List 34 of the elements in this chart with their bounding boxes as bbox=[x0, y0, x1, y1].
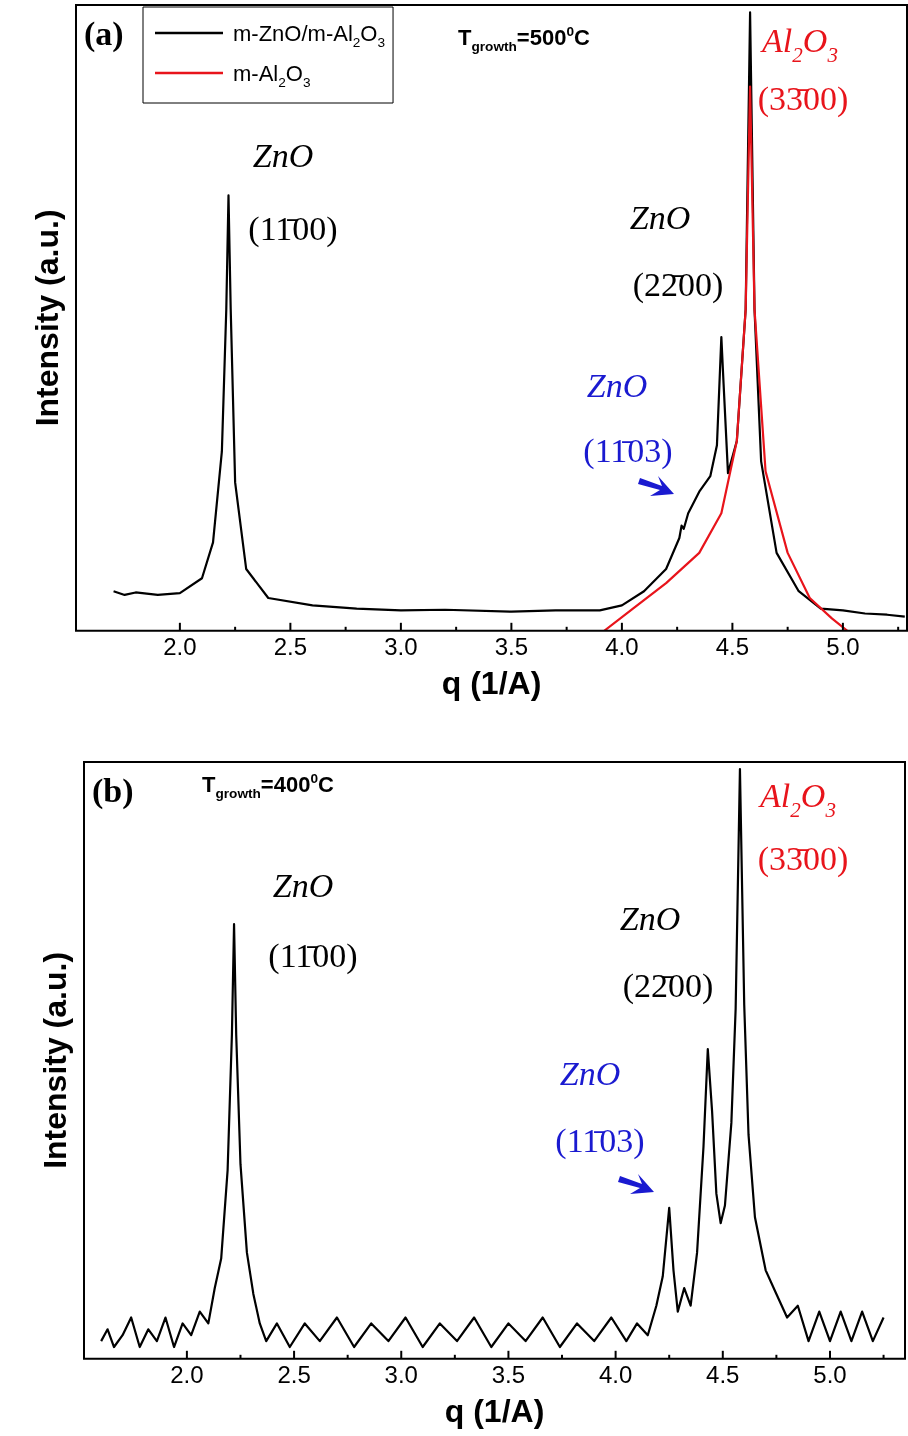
annotation: (11̄00) bbox=[268, 937, 358, 975]
annotation: (11̄00) bbox=[248, 210, 338, 248]
annotation: ZnO bbox=[272, 867, 334, 904]
annotation: (11̄03) bbox=[583, 432, 673, 470]
x-tick-label: 4.0 bbox=[605, 632, 639, 660]
annotation: ZnO bbox=[559, 1055, 621, 1092]
annotation: (a) bbox=[84, 15, 124, 53]
x-tick-label: 4.5 bbox=[715, 632, 750, 660]
x-tick-label: 2.0 bbox=[170, 1360, 204, 1388]
annotation: ZnO bbox=[629, 199, 691, 236]
y-axis-title: Intensity (a.u.) bbox=[37, 951, 73, 1169]
annotation: (33̄00) bbox=[757, 80, 849, 118]
x-tick-label: 4.0 bbox=[598, 1360, 633, 1388]
x-tick-label: 4.5 bbox=[706, 1360, 740, 1388]
x-tick-label: 3.5 bbox=[491, 1360, 526, 1388]
annotation: (b) bbox=[92, 772, 134, 810]
annotation: ZnO bbox=[586, 367, 648, 404]
x-tick-label: 5.0 bbox=[813, 1360, 847, 1388]
annotation: ZnO bbox=[252, 137, 314, 174]
x-tick-label: 5.0 bbox=[826, 632, 860, 660]
x-tick-label: 2.5 bbox=[273, 632, 308, 660]
x-tick-label: 3.5 bbox=[494, 632, 529, 660]
annotation: (22̄00) bbox=[632, 266, 724, 304]
annotation: (33̄00) bbox=[757, 840, 849, 878]
x-tick-label: 3.0 bbox=[384, 1360, 418, 1388]
x-tick-label: 2.5 bbox=[277, 1360, 311, 1388]
annotation: (22̄00) bbox=[622, 967, 714, 1005]
y-axis-title: Intensity (a.u.) bbox=[29, 209, 65, 427]
x-tick-label: 3.0 bbox=[384, 632, 418, 660]
x-axis-title: q (1/A) bbox=[441, 664, 542, 701]
x-tick-label: 2.0 bbox=[163, 632, 197, 660]
annotation: ZnO bbox=[619, 900, 681, 937]
annotation: (11̄03) bbox=[555, 1122, 645, 1160]
x-axis-title: q (1/A) bbox=[444, 1392, 545, 1429]
